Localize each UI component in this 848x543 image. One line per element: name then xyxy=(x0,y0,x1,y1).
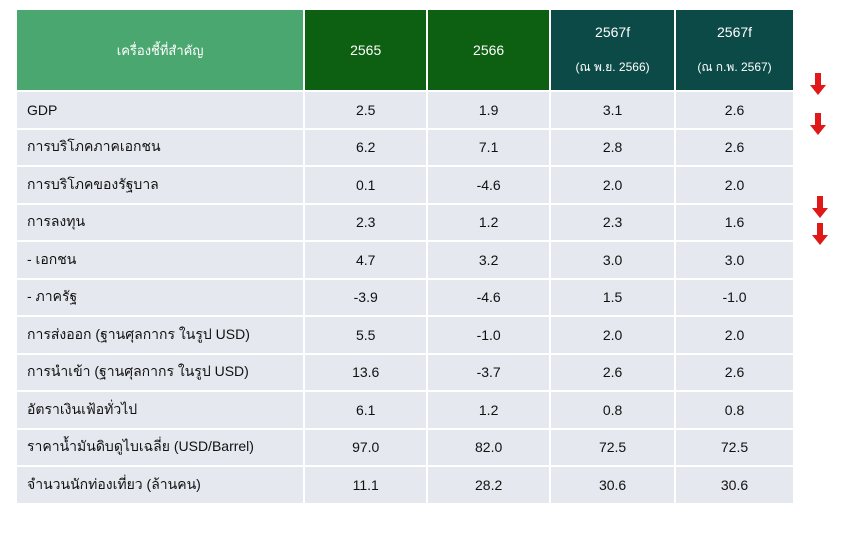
value-2567f-feb: 1.6 xyxy=(676,202,793,240)
row-label: การบริโภคของรัฐบาล xyxy=(17,165,306,203)
value-2565: 6.1 xyxy=(305,390,429,428)
value-2567f-feb: 30.6 xyxy=(676,465,793,503)
value-2566: 1.2 xyxy=(428,202,552,240)
value-2566: 3.2 xyxy=(428,240,552,278)
header-forecast-nov-year: 2567f xyxy=(595,23,631,40)
value-2566: 1.9 xyxy=(428,90,552,128)
row-label: - เอกชน xyxy=(17,240,306,278)
table-row: - ภาครัฐ -3.9 -4.6 1.5 -1.0 xyxy=(17,277,793,315)
value-2565: 0.1 xyxy=(305,165,429,203)
value-2566: 7.1 xyxy=(428,127,552,165)
value-2565: 6.2 xyxy=(305,127,429,165)
table-row: การลงทุน 2.3 1.2 2.3 1.6 xyxy=(17,202,793,240)
row-label: จำนวนนักท่องเที่ยว (ล้านคน) xyxy=(17,465,306,503)
value-2565: 2.5 xyxy=(305,90,429,128)
header-forecast-nov: 2567f (ณ พ.ย. 2566) xyxy=(551,10,677,90)
down-arrow-icon xyxy=(812,223,828,245)
down-arrow-icon xyxy=(810,73,826,95)
value-2567f-nov: 1.5 xyxy=(551,277,677,315)
value-2567f-nov: 2.3 xyxy=(551,202,677,240)
value-2567f-nov: 2.0 xyxy=(551,315,677,353)
header-forecast-feb-year: 2567f xyxy=(717,23,753,40)
down-arrow-icon xyxy=(810,113,826,135)
row-label: - ภาครัฐ xyxy=(17,277,306,315)
value-2567f-feb: 72.5 xyxy=(676,427,793,465)
header-year-2565: 2565 xyxy=(305,10,429,90)
value-2567f-feb: 3.0 xyxy=(676,240,793,278)
header-indicator-label: เครื่องชี้ที่สำคัญ xyxy=(17,10,306,90)
value-2565: 11.1 xyxy=(305,465,429,503)
value-2566: -1.0 xyxy=(428,315,552,353)
value-2567f-nov: 30.6 xyxy=(551,465,677,503)
economic-indicators-table: เครื่องชี้ที่สำคัญ 2565 2566 2567f (ณ พ.… xyxy=(17,10,793,503)
value-2565: 13.6 xyxy=(305,352,429,390)
value-2567f-feb: 2.6 xyxy=(676,352,793,390)
header-forecast-nov-sub: (ณ พ.ย. 2566) xyxy=(575,59,650,74)
value-2565: -3.9 xyxy=(305,277,429,315)
value-2566: 1.2 xyxy=(428,390,552,428)
value-2567f-nov: 0.8 xyxy=(551,390,677,428)
value-2567f-feb: 2.6 xyxy=(676,127,793,165)
value-2567f-nov: 72.5 xyxy=(551,427,677,465)
table-row: อัตราเงินเฟ้อทั่วไป 6.1 1.2 0.8 0.8 xyxy=(17,390,793,428)
row-label: การนำเข้า (ฐานศุลกากร ในรูป USD) xyxy=(17,352,306,390)
value-2567f-feb: 2.0 xyxy=(676,165,793,203)
row-label: GDP xyxy=(17,90,306,128)
value-2567f-nov: 3.0 xyxy=(551,240,677,278)
value-2567f-nov: 2.8 xyxy=(551,127,677,165)
row-label: อัตราเงินเฟ้อทั่วไป xyxy=(17,390,306,428)
table-row: การส่งออก (ฐานศุลกากร ในรูป USD) 5.5 -1.0 2… xyxy=(17,315,793,353)
value-2565: 2.3 xyxy=(305,202,429,240)
down-arrow-icon xyxy=(812,196,828,218)
row-label: ราคาน้ำมันดิบดูไบเฉลี่ย (USD/Barrel) xyxy=(17,427,306,465)
value-2567f-feb: 2.6 xyxy=(676,90,793,128)
header-forecast-feb-sub: (ณ ก.พ. 2567) xyxy=(697,59,772,74)
table-row: GDP 2.5 1.9 3.1 2.6 xyxy=(17,90,793,128)
value-2567f-feb: 0.8 xyxy=(676,390,793,428)
row-label: การส่งออก (ฐานศุลกากร ในรูป USD) xyxy=(17,315,306,353)
value-2565: 4.7 xyxy=(305,240,429,278)
value-2566: -3.7 xyxy=(428,352,552,390)
table-row: การบริโภคของรัฐบาล 0.1 -4.6 2.0 2.0 xyxy=(17,165,793,203)
row-label: การบริโภคภาคเอกชน xyxy=(17,127,306,165)
value-2567f-nov: 2.0 xyxy=(551,165,677,203)
value-2566: 82.0 xyxy=(428,427,552,465)
value-2567f-nov: 3.1 xyxy=(551,90,677,128)
row-label: การลงทุน xyxy=(17,202,306,240)
value-2566: -4.6 xyxy=(428,165,552,203)
table-header: เครื่องชี้ที่สำคัญ 2565 2566 2567f (ณ พ.… xyxy=(17,10,793,90)
table-row: ราคาน้ำมันดิบดูไบเฉลี่ย (USD/Barrel) 97.0… xyxy=(17,427,793,465)
value-2566: 28.2 xyxy=(428,465,552,503)
header-forecast-feb: 2567f (ณ ก.พ. 2567) xyxy=(676,10,793,90)
value-2567f-feb: -1.0 xyxy=(676,277,793,315)
value-2565: 5.5 xyxy=(305,315,429,353)
table-row: การบริโภคภาคเอกชน 6.2 7.1 2.8 2.6 xyxy=(17,127,793,165)
value-2565: 97.0 xyxy=(305,427,429,465)
table-row: การนำเข้า (ฐานศุลกากร ในรูป USD) 13.6 -3.7… xyxy=(17,352,793,390)
table-row: จำนวนนักท่องเที่ยว (ล้านคน) 11.1 28.2 30.6 3… xyxy=(17,465,793,503)
value-2567f-nov: 2.6 xyxy=(551,352,677,390)
table-row: - เอกชน 4.7 3.2 3.0 3.0 xyxy=(17,240,793,278)
header-year-2566: 2566 xyxy=(428,10,552,90)
value-2566: -4.6 xyxy=(428,277,552,315)
value-2567f-feb: 2.0 xyxy=(676,315,793,353)
